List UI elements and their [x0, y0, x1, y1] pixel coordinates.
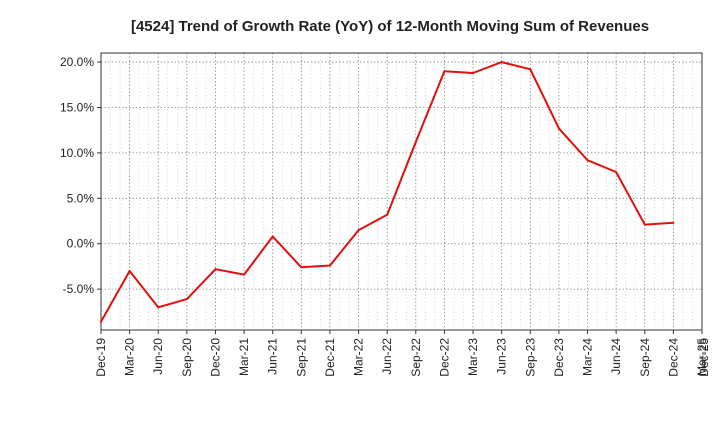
x-tick-label: Sep-20: [180, 338, 194, 377]
x-tick-label: Mar-25: [695, 338, 709, 376]
plot-frame: [100, 52, 703, 331]
x-tick-label: Dec-24: [666, 338, 680, 377]
data-point: [443, 70, 446, 73]
chart-title: [4524] Trend of Growth Rate (YoY) of 12-…: [131, 18, 649, 35]
x-tick-label: Dec-21: [323, 338, 337, 377]
data-point: [586, 159, 589, 162]
data-point: [414, 141, 417, 144]
x-tick-label: Sep-22: [409, 338, 423, 377]
data-point: [100, 320, 102, 323]
x-tick-label: Dec-23: [552, 338, 566, 377]
x-tick-label: Sep-24: [638, 338, 652, 377]
y-tick-label: -5.0%: [63, 282, 95, 296]
data-point: [271, 235, 274, 238]
x-tick-label: Jun-23: [495, 338, 509, 375]
x-tick-label: Jun-20: [151, 338, 165, 375]
data-point: [529, 68, 532, 71]
x-tick-label: Jun-21: [266, 338, 280, 375]
x-tick-label: Sep-21: [294, 338, 308, 377]
data-point: [643, 223, 646, 226]
data-point: [214, 268, 217, 271]
y-tick-label: 15.0%: [60, 100, 94, 114]
x-tick-label: Mar-22: [352, 338, 366, 376]
x-tick-label: Mar-24: [581, 338, 595, 376]
series-group: [100, 61, 675, 323]
data-point: [243, 273, 246, 276]
data-point: [157, 306, 160, 309]
y-tick-label: 0.0%: [67, 237, 95, 251]
x-tick-label: Mar-23: [466, 338, 480, 376]
data-point: [128, 269, 131, 272]
x-tick-label: Dec-22: [437, 338, 451, 377]
x-tick-label: Mar-21: [237, 338, 251, 376]
data-point: [386, 213, 389, 216]
data-point: [328, 264, 331, 267]
x-axis: Dec-19 Mar-20 Jun-20 Sep-20 Dec-20 Mar-21 Jun-…: [94, 330, 711, 377]
y-axis: 20.0% 15.0% 10.0% 5.0% 0.0% -5.0%: [60, 55, 101, 296]
data-point: [615, 170, 618, 173]
data-point: [472, 71, 475, 74]
data-point: [557, 127, 560, 130]
x-tick-label: Sep-23: [523, 338, 537, 377]
data-point: [185, 298, 188, 301]
data-point: [300, 266, 303, 269]
data-point: [357, 229, 360, 232]
y-tick-label: 20.0%: [60, 55, 94, 69]
series-line: [100, 61, 674, 323]
x-tick-label: Jun-24: [609, 338, 623, 375]
grid: [100, 53, 703, 330]
y-tick-label: 5.0%: [67, 191, 95, 205]
x-tick-label: Dec-20: [208, 338, 222, 377]
data-point: [500, 61, 503, 64]
x-tick-label: Mar-20: [123, 338, 137, 376]
x-tick-label: Dec-25: [697, 338, 711, 377]
x-tick-label: Jun-22: [380, 338, 394, 375]
y-tick-label: 10.0%: [60, 146, 94, 160]
data-point: [672, 221, 675, 224]
x-tick-label: Dec-19: [94, 338, 108, 377]
